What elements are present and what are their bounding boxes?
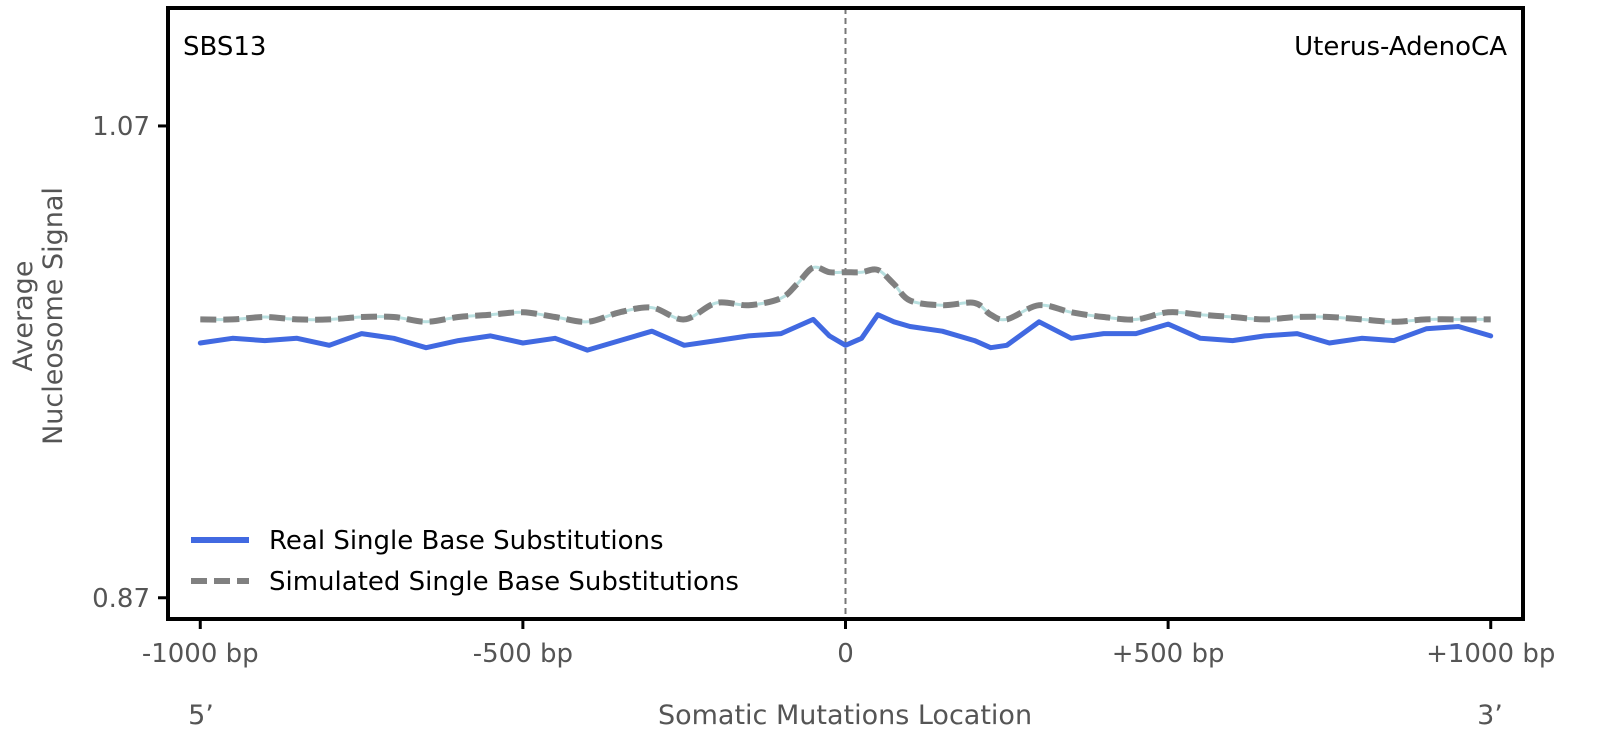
- signature-label: SBS13: [183, 32, 266, 62]
- x-tick-label: -1000 bp: [142, 639, 259, 669]
- x-tick-label: 0: [837, 639, 854, 669]
- y-tick-label: 0.87: [92, 584, 150, 614]
- cancer-type-label: Uterus-AdenoCA: [1294, 32, 1507, 62]
- legend-label-real: Real Single Base Substitutions: [269, 526, 664, 556]
- legend-label-simulated: Simulated Single Base Substitutions: [269, 567, 739, 597]
- y-axis-title-line1: Average: [8, 261, 39, 372]
- x-axis-title: Somatic Mutations Location: [658, 700, 1032, 731]
- axes-layer: 0.87 1.07 -1000 bp -500 bp 0 +500 bp +1000 bp: [92, 6, 1555, 669]
- series-real-line: [197, 312, 1494, 353]
- plot-content: [197, 8, 1494, 619]
- x-tick-label: -500 bp: [473, 639, 573, 669]
- strand-left-label: 5’: [188, 700, 214, 731]
- strand-right-label: 3’: [1477, 700, 1503, 731]
- legend: Real Single Base Substitutions Simulated…: [191, 526, 739, 597]
- x-tick-label: +500 bp: [1112, 639, 1225, 669]
- series-simulated-line: [200, 264, 1491, 325]
- y-axis-title-line2: Nucleosome Signal: [38, 187, 69, 445]
- y-tick-label: 1.07: [92, 112, 150, 142]
- x-tick-label: +1000 bp: [1426, 639, 1555, 669]
